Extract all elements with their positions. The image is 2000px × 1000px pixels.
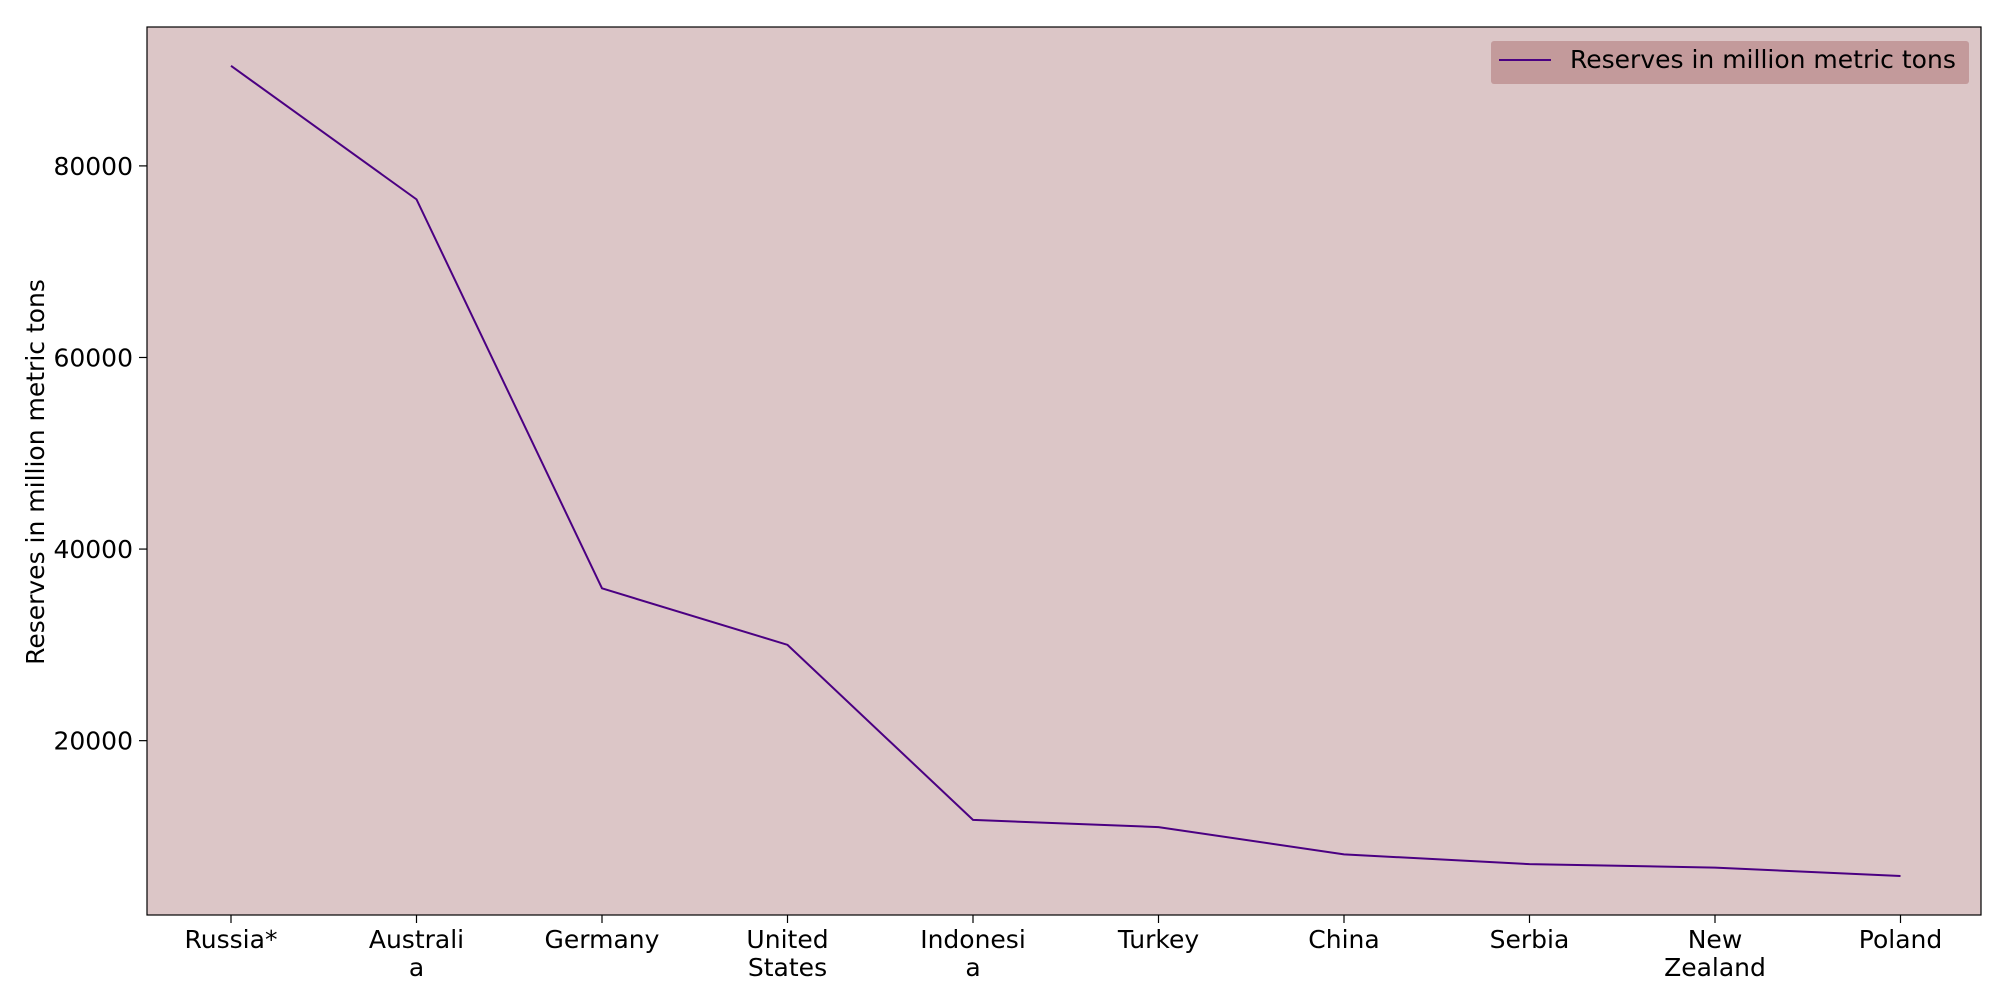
- y-axis-label: Reserves in million metric tons: [21, 279, 50, 665]
- x-tick-label: United States: [746, 925, 828, 982]
- series-line: [230, 65, 1901, 878]
- y-axis-ticks: 20000 40000 60000 80000: [53, 152, 147, 756]
- x-tick-label: Poland: [1859, 925, 1942, 954]
- x-tick-label: Serbia: [1490, 925, 1570, 954]
- legend-label: Reserves in million metric tons: [1570, 45, 1956, 74]
- x-tick-label: New Zealand: [1664, 925, 1766, 982]
- x-axis-ticks: Russia* Australi a Germany United States Indon…: [185, 915, 1942, 982]
- x-tick-label: China: [1308, 925, 1379, 954]
- x-tick-label: Russia*: [185, 925, 278, 954]
- x-tick-label: Turkey: [1117, 925, 1200, 954]
- plot-area: [146, 26, 1982, 916]
- y-tick-label: 20000: [53, 727, 133, 756]
- legend: Reserves in million metric tons: [1491, 41, 1969, 84]
- y-tick-label: 60000: [53, 343, 133, 372]
- x-tick-label: Indonesi a: [920, 925, 1026, 982]
- legend-box: [1491, 41, 1969, 84]
- y-tick-label: 40000: [53, 535, 133, 564]
- y-tick-label: 80000: [53, 152, 133, 181]
- x-tick-label: Germany: [545, 925, 660, 954]
- x-tick-label: Australi a: [369, 925, 464, 982]
